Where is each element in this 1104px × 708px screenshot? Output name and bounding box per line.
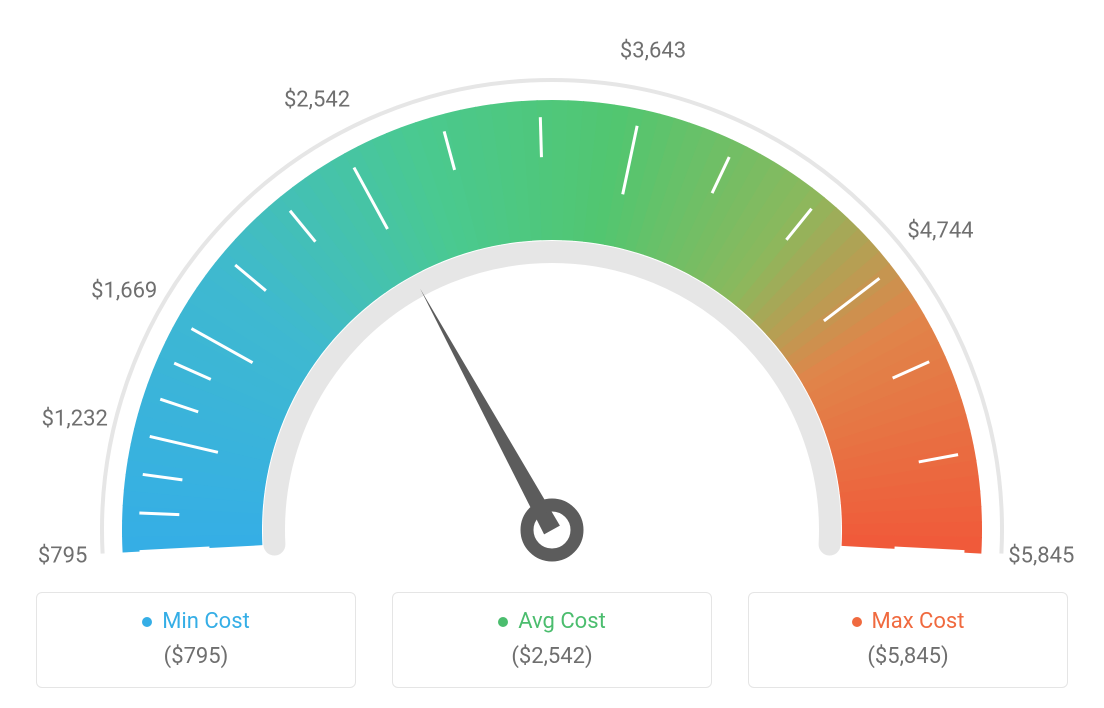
legend-title-min: Min Cost	[142, 609, 250, 634]
legend-card-min: Min Cost ($795)	[36, 592, 356, 688]
legend-value-min: ($795)	[55, 644, 337, 669]
dot-icon	[852, 617, 862, 627]
legend-title-max: Max Cost	[852, 609, 965, 634]
gauge-tick-label: $3,643	[620, 38, 686, 63]
gauge-tick-label: $1,232	[42, 406, 108, 431]
legend-title-text: Avg Cost	[518, 609, 606, 634]
legend-value-max: ($5,845)	[767, 644, 1049, 669]
legend-card-avg: Avg Cost ($2,542)	[392, 592, 712, 688]
legend-title-text: Min Cost	[162, 609, 250, 634]
gauge-tick-label: $2,542	[284, 88, 350, 113]
legend-row: Min Cost ($795) Avg Cost ($2,542) Max Co…	[20, 592, 1084, 688]
legend-value-avg: ($2,542)	[411, 644, 693, 669]
gauge-svg	[20, 20, 1084, 580]
legend-title-avg: Avg Cost	[498, 609, 606, 634]
cost-gauge: $795 $1,232 $1,669 $2,542 $3,643 $4,744 $5,845	[20, 20, 1084, 580]
gauge-tick-label: $1,669	[91, 279, 157, 304]
dot-icon	[142, 617, 152, 627]
gauge-tick-label: $5,845	[1008, 543, 1074, 568]
gauge-tick-label: $4,744	[907, 219, 973, 244]
legend-card-max: Max Cost ($5,845)	[748, 592, 1068, 688]
legend-title-text: Max Cost	[872, 609, 965, 634]
gauge-tick-label: $795	[38, 543, 87, 568]
dot-icon	[498, 617, 508, 627]
